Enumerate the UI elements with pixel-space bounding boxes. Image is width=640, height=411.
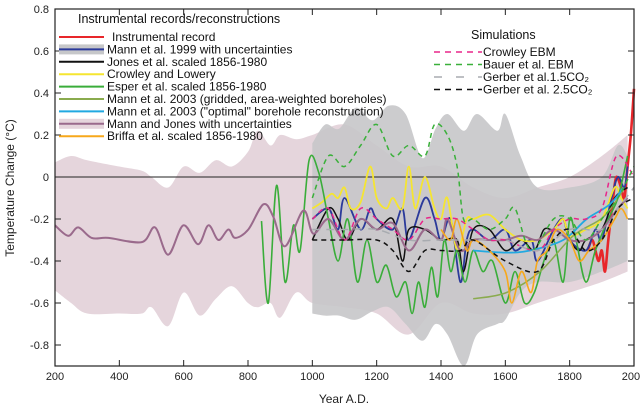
y-tick-label: 0.2 [34, 130, 49, 142]
legend-item-jones-et-al-scaled-1856-1980: Jones et al. scaled 1856-1980 [59, 55, 267, 69]
x-axis-title: Year A.D. [319, 392, 369, 406]
legend-label: Briffa et al. scaled 1856-1980 [107, 129, 263, 143]
legend-item-crowley-ebm: Crowley EBM [434, 45, 556, 59]
x-tick-label: 1200 [364, 371, 388, 383]
band-mann-et-al-1999-with-uncertainties [312, 105, 628, 366]
legend-label: Crowley EBM [483, 45, 556, 59]
y-tick-label: 0.4 [34, 88, 49, 100]
series-lines [54, 88, 636, 315]
legend-item-mann-et-al-2003-optimal-borehole-reconstruction: Mann et al. 2003 ("optimal" borehole rec… [59, 104, 384, 118]
legend-item-instrumental-record: Instrumental record [59, 30, 215, 44]
x-tick-label: 800 [239, 371, 257, 383]
legend-label: Gerber et al. 2.5CO₂ [483, 83, 593, 97]
y-tick-label: -0.4 [30, 256, 49, 268]
x-tick-label: 1400 [429, 371, 453, 383]
series-crowley-and-lowery [311, 165, 629, 252]
series-mann-et-al-1999-with-uncertainties [311, 166, 629, 283]
series-mann-et-al-2003-optimal-borehole-reconstruction [473, 186, 625, 254]
x-tick-label: 400 [110, 371, 128, 383]
y-tick-label: -0.8 [30, 340, 49, 352]
legend-reconstructions: Instrumental records/reconstructions Ins… [59, 12, 387, 143]
x-tick-label: 1800 [557, 371, 581, 383]
legend-item-esper-et-al-scaled-1856-1980: Esper et al. scaled 1856-1980 [59, 80, 267, 94]
legend-item-gerber-et-al-2-5co: Gerber et al. 2.5CO₂ [434, 83, 593, 97]
legend-label: Jones et al. scaled 1856-1980 [107, 55, 267, 69]
series-gerber-et-al-2-5co [312, 197, 635, 274]
series-mann-et-al-2003-gridded-area-weighted-boreholes [473, 189, 625, 300]
legend-reconstructions-title: Instrumental records/reconstructions [78, 12, 280, 26]
legend-label: Mann et al. 2003 ("optimal" borehole rec… [107, 104, 384, 118]
y-tick-labels: 0.8 0.6 0.4 0.2 0 -0.2 -0.4 -0.6 -0.8 [30, 4, 49, 352]
x-tick-label: 200 [46, 371, 64, 383]
y-axis-title: Temperature Change (°C) [3, 119, 17, 257]
legend-label: Esper et al. scaled 1856-1980 [107, 80, 267, 94]
legend-item-briffa-et-al-scaled-1856-1980: Briffa et al. scaled 1856-1980 [59, 129, 263, 143]
y-tick-label: 0.8 [34, 4, 49, 16]
series-mann-and-jones-with-uncertainties [54, 197, 629, 256]
legend-item-mann-et-al-2003-gridded-area-weighted-boreholes: Mann et al. 2003 (gridded, area-weighted… [59, 92, 387, 106]
y-tick-label: 0.6 [34, 46, 49, 58]
series-crowley-ebm [311, 154, 635, 252]
legend-simulations-title: Simulations [471, 28, 536, 42]
y-tick-label: -0.2 [30, 214, 49, 226]
series-gerber-et-al-1-5co [312, 187, 635, 252]
legend-label: Instrumental record [112, 30, 215, 44]
legend-label: Mann et al. 2003 (gridded, area-weighted… [107, 92, 387, 106]
y-tick-label: 0 [43, 172, 49, 184]
legend-label: Bauer et al. EBM [483, 58, 574, 72]
x-tick-label: 600 [174, 371, 192, 383]
axis-ticks [54, 8, 635, 366]
legend-item-mann-et-al-1999-with-uncertainties: Mann et al. 1999 with uncertainties [59, 42, 292, 56]
legend-label: Mann et al. 1999 with uncertainties [107, 42, 292, 56]
series-briffa-et-al-scaled-1856-1980 [440, 207, 629, 304]
x-tick-label: 1000 [300, 371, 324, 383]
legend-item-crowley-and-lowery: Crowley and Lowery [59, 67, 216, 81]
legend-item-mann-and-jones-with-uncertainties: Mann and Jones with uncertainties [59, 117, 292, 131]
legend-item-gerber-et-al-1-5co: Gerber et al.1.5CO₂ [434, 70, 589, 84]
series-esper-et-al-scaled-1856-1980 [260, 154, 629, 315]
legend-item-bauer-et-al-ebm: Bauer et al. EBM [434, 58, 574, 72]
y-tick-label: -0.6 [30, 298, 49, 310]
x-tick-label: 1600 [493, 371, 517, 383]
legend-label: Gerber et al.1.5CO₂ [483, 70, 589, 84]
legend-label: Mann and Jones with uncertainties [107, 117, 292, 131]
plot-frame [54, 8, 635, 367]
legend-label: Crowley and Lowery [107, 67, 216, 81]
series-bauer-et-al-ebm [311, 122, 635, 252]
